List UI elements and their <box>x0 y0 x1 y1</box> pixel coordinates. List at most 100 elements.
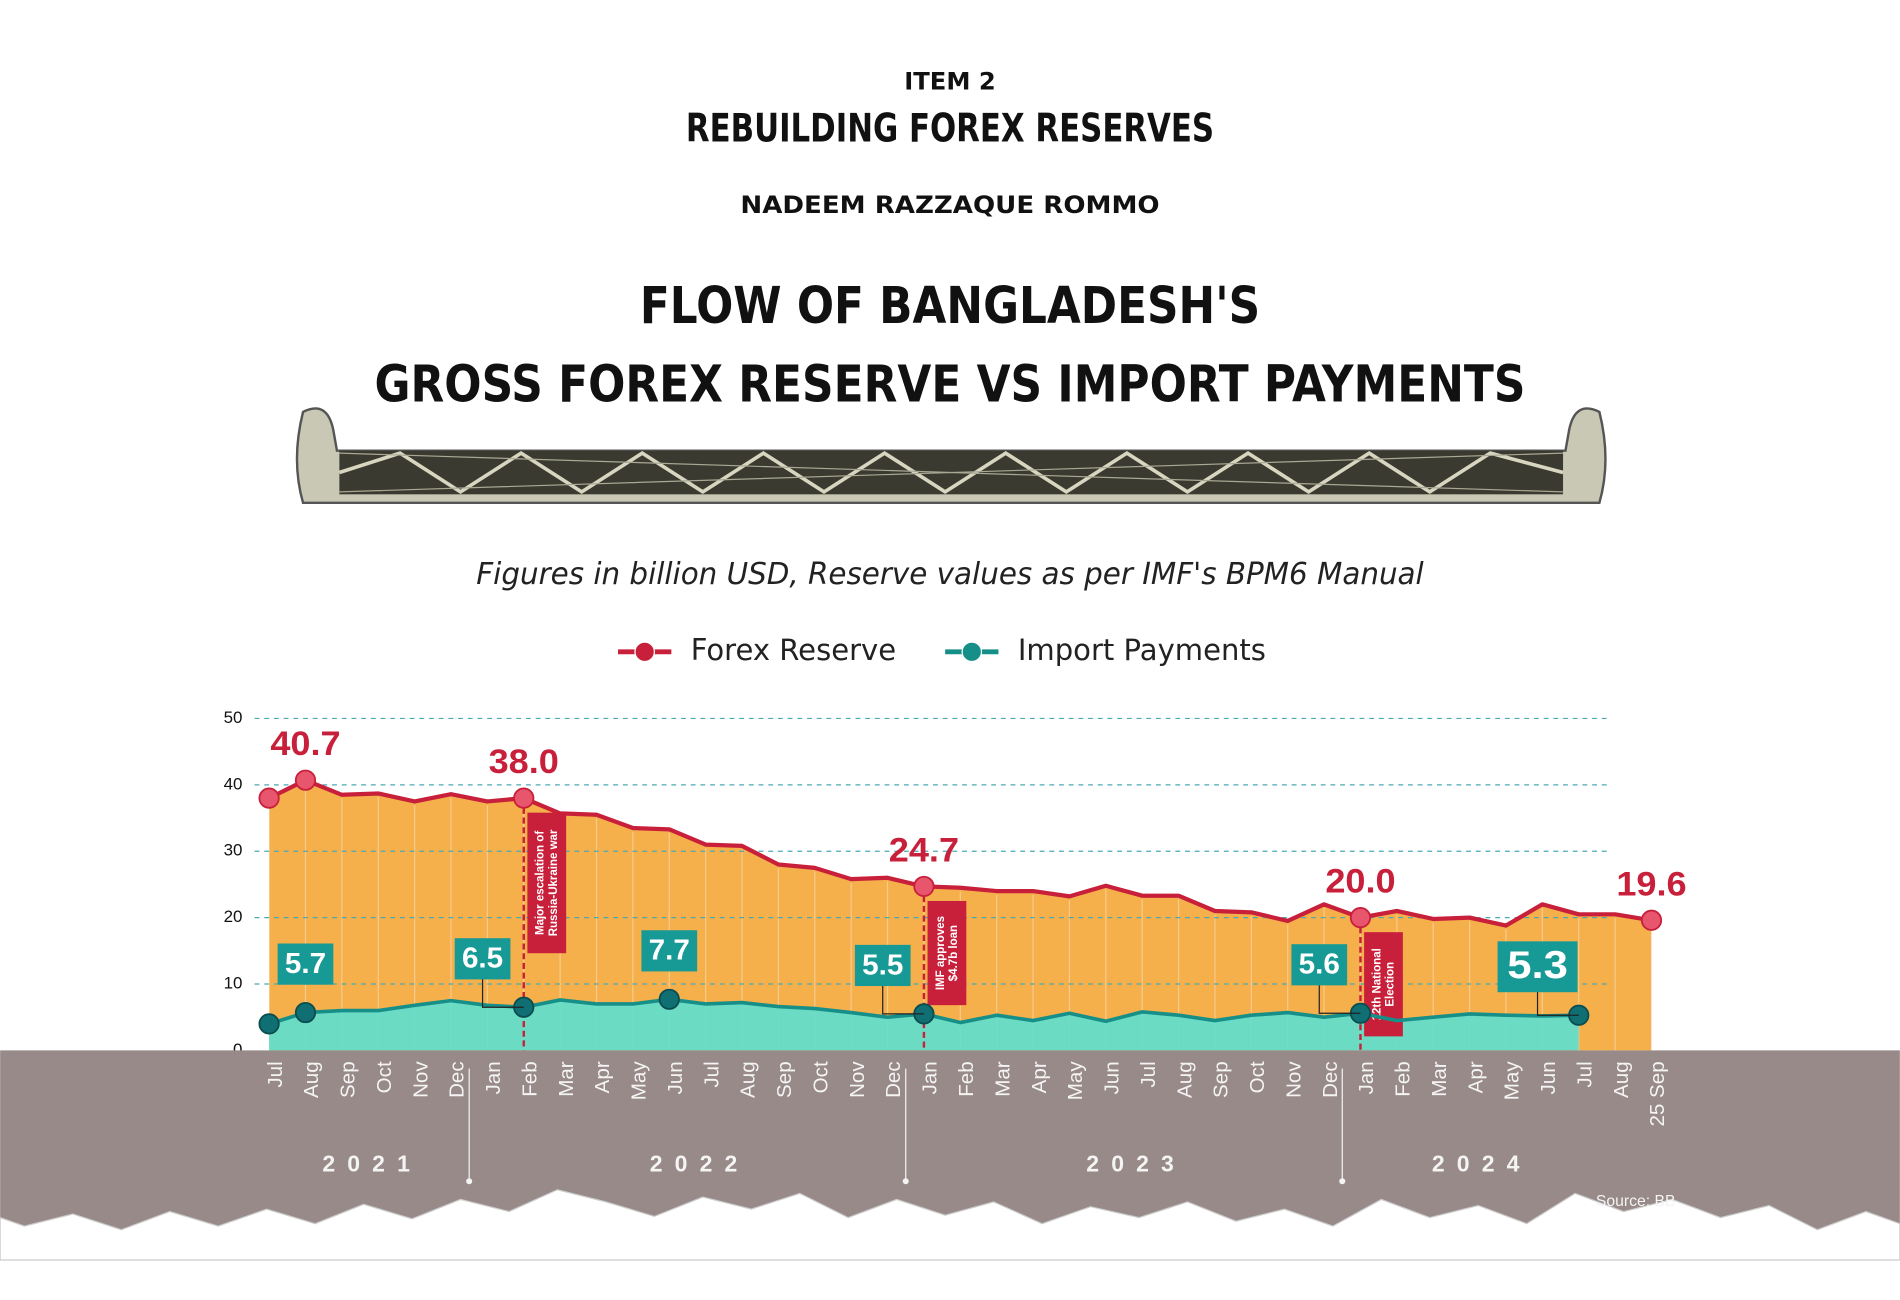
x-tick-label: Jan <box>482 1061 505 1094</box>
x-tick-label: Jan <box>919 1061 942 1094</box>
x-tick-label: Dec <box>882 1061 905 1098</box>
x-tick: Jul <box>1573 1061 1596 1087</box>
x-tick: Oct <box>373 1061 396 1093</box>
x-tick: May <box>628 1061 651 1101</box>
point-marker <box>294 1001 317 1024</box>
x-tick-label: Apr <box>1028 1061 1051 1093</box>
point-marker <box>258 787 280 809</box>
point-marker <box>1349 907 1372 929</box>
annotation-text: Major escalation ofRussia-Ukraine war <box>535 829 560 936</box>
x-tick: Nov <box>409 1061 432 1098</box>
x-tick: May <box>1064 1061 1087 1101</box>
annotation-box <box>927 900 967 1006</box>
data-label: 38.0 <box>489 743 559 781</box>
annotation-text: 12th NationalElection <box>1371 948 1396 1020</box>
x-tick: Oct <box>809 1061 832 1093</box>
chart-title: FLOW OF BANGLADESH'S <box>640 276 1260 335</box>
data-label: 24.7 <box>889 831 959 869</box>
data-label-box <box>454 938 511 980</box>
y-tick-label: 20 <box>224 907 243 926</box>
point-marker <box>913 875 935 898</box>
x-tick: Apr <box>591 1061 614 1093</box>
point-marker <box>513 787 535 809</box>
x-tick: Jun <box>664 1061 687 1094</box>
x-tick-label: May <box>1501 1061 1524 1101</box>
x-tick-label: Nov <box>409 1061 432 1098</box>
year-label: 2021 <box>322 1151 422 1177</box>
x-tick-label: Apr <box>591 1061 614 1093</box>
x-tick: Dec <box>1319 1061 1342 1098</box>
x-tick: Apr <box>1464 1061 1487 1093</box>
y-tick-label: 0 <box>233 1040 242 1059</box>
y-tick-label: 50 <box>224 708 243 727</box>
x-tick-label: Apr <box>1464 1061 1487 1093</box>
data-label: 5.3 <box>1507 944 1568 987</box>
x-tick-label: Sep <box>1210 1061 1233 1098</box>
x-tick: Aug <box>1173 1061 1196 1098</box>
x-tick-label: Mar <box>1428 1061 1451 1097</box>
x-tick: Sep <box>773 1061 796 1098</box>
x-tick-label: Dec <box>1319 1061 1342 1098</box>
data-label: 20.0 <box>1325 863 1395 901</box>
x-tick: Sep <box>337 1061 360 1098</box>
source: Source: BB <box>1596 1193 1676 1210</box>
data-label-box <box>1497 941 1578 993</box>
x-tick-label: Jul <box>264 1061 287 1087</box>
plot: 0 10 20 30 40 50 Major escalation ofRussia-Ukr… <box>224 708 1687 1059</box>
x-tick-label: Oct <box>809 1061 832 1093</box>
x-tick-label: Aug <box>1173 1061 1196 1098</box>
legend-label: Forex Reserve <box>691 633 896 667</box>
x-tick: Dec <box>446 1061 469 1098</box>
data-label: 40.7 <box>270 725 340 763</box>
x-tick: Jun <box>1537 1061 1560 1094</box>
year-divider-dot <box>902 1178 909 1185</box>
subtitle: Figures in billion USD, Reserve values a… <box>476 557 1424 592</box>
x-tick-label: Aug <box>737 1061 760 1098</box>
x-tick-label: Jun <box>1537 1061 1560 1094</box>
x-tick-label: Feb <box>955 1061 978 1096</box>
data-label-box <box>854 944 911 987</box>
annotation-text: IMF approves$4.7b loan <box>935 916 960 990</box>
headline: REBUILDING FOREX RESERVES <box>686 106 1214 151</box>
data-label: 5.7 <box>285 948 326 980</box>
x-tick: Dec <box>882 1061 905 1098</box>
x-tick: Jun <box>1101 1061 1124 1094</box>
x-tick-label: Aug <box>300 1061 323 1098</box>
x-tick: Aug <box>300 1061 323 1098</box>
x-tick: Mar <box>555 1061 578 1097</box>
data-label: 5.5 <box>862 949 903 981</box>
x-tick-label: Jun <box>664 1061 687 1094</box>
x-tick: Mar <box>1428 1061 1451 1097</box>
data-label-box <box>641 930 698 972</box>
torn-edge <box>0 1189 1900 1261</box>
x-tick-label: Oct <box>1246 1061 1269 1093</box>
y-tick-label: 30 <box>224 841 243 860</box>
year-divider-dot <box>466 1178 473 1185</box>
x-tick-label: Dec <box>446 1061 469 1098</box>
x-tick: Jul <box>700 1061 723 1087</box>
data-label: 5.6 <box>1299 949 1340 981</box>
x-tick: Oct <box>1246 1061 1269 1093</box>
ornament <box>295 407 1607 505</box>
y-tick-label: 40 <box>224 774 243 793</box>
x-tick-label: Sep <box>773 1061 796 1098</box>
x-tick-label: Oct <box>373 1061 396 1093</box>
x-tick-label: Jul <box>700 1061 723 1087</box>
x-tick: 25 Sep <box>1646 1061 1669 1126</box>
x-tick: Jul <box>1137 1061 1160 1087</box>
x-tick-label: Mar <box>555 1061 578 1097</box>
x-tick: Feb <box>1392 1061 1415 1096</box>
x-tick: Aug <box>737 1061 760 1098</box>
x-tick: Aug <box>1610 1061 1633 1098</box>
x-tick-label: Jul <box>1137 1061 1160 1087</box>
legend-dot <box>634 641 655 663</box>
point-marker <box>658 988 680 1010</box>
x-tick-label: Nov <box>1282 1061 1305 1098</box>
point-marker <box>294 769 317 791</box>
chart-title: GROSS FOREX RESERVE VS IMPORT PAYMENTS <box>375 355 1526 414</box>
x-tick-label: Jan <box>1355 1061 1378 1094</box>
x-tick-label: Feb <box>518 1061 541 1096</box>
x-tick-label: Jun <box>1101 1061 1124 1094</box>
annotation: Major escalation ofRussia-Ukraine war <box>535 829 560 936</box>
